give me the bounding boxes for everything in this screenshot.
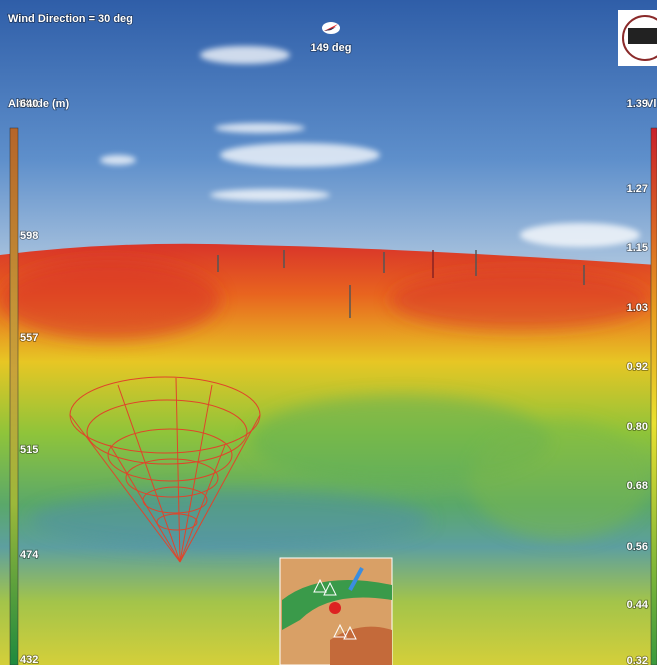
speed-label: 0.32 — [627, 655, 648, 665]
terrain-shading — [0, 260, 650, 550]
speed-label: 1.27 — [627, 183, 648, 195]
minimap[interactable] — [279, 557, 393, 665]
clouds — [100, 46, 640, 247]
altitude-title: Altitude (m) — [8, 98, 69, 110]
altitude-color-bar — [9, 127, 19, 665]
speed-title: Vl — [646, 98, 656, 110]
speed-label: 0.44 — [627, 599, 649, 611]
altitude-label: 557 — [20, 332, 38, 344]
altitude-label: 598 — [20, 230, 38, 242]
compass-icon — [322, 22, 340, 34]
logo[interactable] — [618, 10, 657, 66]
wind-turbines — [217, 250, 585, 318]
speed-label: 0.80 — [627, 421, 648, 433]
altitude-label: 640 — [20, 98, 38, 110]
altitude-label: 432 — [20, 654, 38, 665]
speed-label: 1.15 — [627, 242, 648, 254]
sky — [0, 0, 657, 265]
speed-label: 0.92 — [627, 361, 648, 373]
speed-color-bar — [650, 127, 657, 665]
measurement-cone — [69, 376, 261, 563]
heading-label: 149 deg — [311, 42, 352, 54]
speed-label: 0.56 — [627, 541, 648, 553]
speed-label: 0.68 — [627, 480, 648, 492]
speed-label: 1.03 — [627, 302, 648, 314]
altitude-label: 474 — [20, 549, 39, 561]
speed-label: 1.39 — [627, 98, 648, 110]
wind-direction-label: Wind Direction = 30 deg — [8, 13, 133, 25]
altitude-label: 515 — [20, 444, 38, 456]
